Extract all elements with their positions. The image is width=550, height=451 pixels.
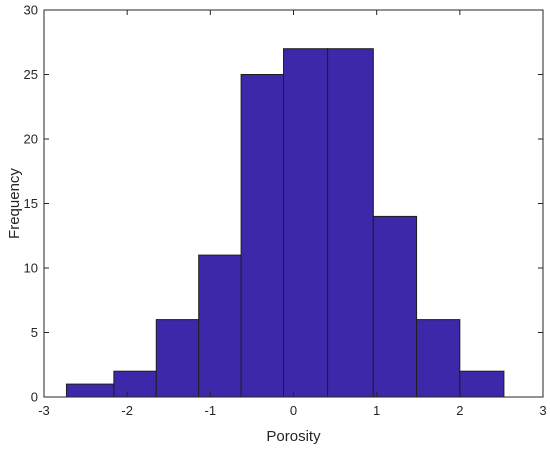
histogram-bar-9: [459, 370, 505, 398]
y-tick-label-2: 10: [24, 261, 38, 276]
y-tick-label-1: 5: [31, 325, 38, 340]
histogram-bar-7: [372, 215, 418, 398]
histogram-bar-2: [155, 319, 200, 398]
histogram-bar-3: [198, 254, 242, 398]
x-tick-label-0: -3: [38, 403, 50, 418]
y-tick-label-0: 0: [31, 390, 38, 405]
x-tick-label-4: 1: [373, 403, 380, 418]
histogram-bar-1: [113, 370, 157, 398]
x-tick-label-2: -1: [205, 403, 217, 418]
y-ticks-group: 0 5 10 15 20 25 30: [24, 3, 543, 405]
bars-group: [65, 48, 505, 398]
x-tick-label-5: 2: [456, 403, 463, 418]
y-tick-label-6: 30: [24, 3, 38, 18]
y-axis-label: Frequency: [6, 168, 23, 239]
x-tick-label-6: 3: [539, 403, 546, 418]
x-tick-label-3: 0: [290, 403, 297, 418]
histogram-bar-8: [416, 319, 461, 398]
y-tick-label-4: 20: [24, 132, 38, 147]
histogram-bar-4: [240, 74, 285, 398]
x-tick-label-1: -2: [121, 403, 133, 418]
histogram-bar-5: [283, 48, 329, 398]
x-axis-label: Porosity: [266, 428, 321, 445]
y-tick-label-5: 25: [24, 67, 38, 82]
histogram-bar-6: [327, 48, 374, 398]
histogram-bar-0: [65, 383, 115, 398]
y-tick-label-3: 15: [24, 196, 38, 211]
x-ticks-group: -3 -2 -1 0 1 2 3: [38, 10, 547, 418]
